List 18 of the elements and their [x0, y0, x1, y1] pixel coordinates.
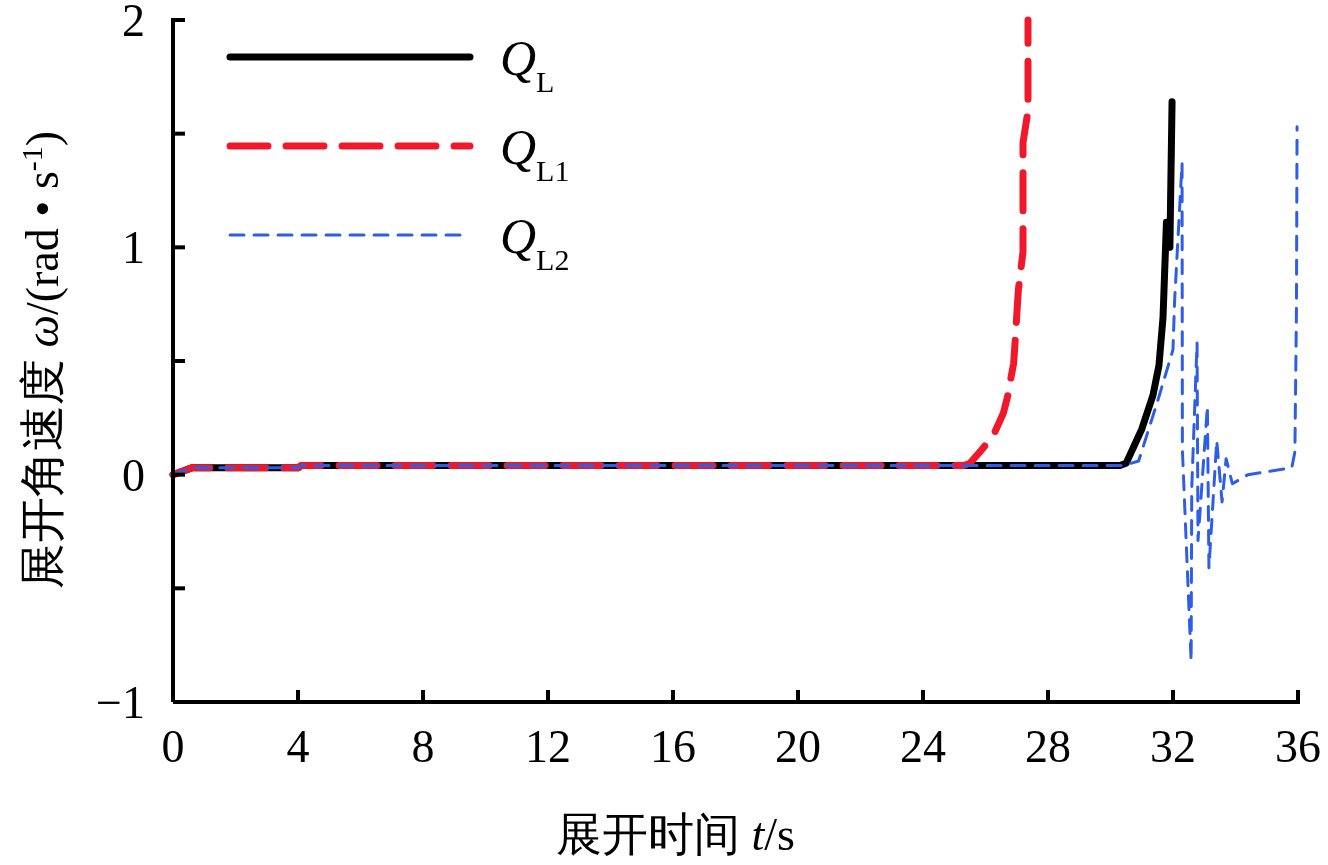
y-tick-label: −1 [96, 677, 145, 728]
x-tick-label: 24 [900, 721, 946, 772]
x-tick-label: 36 [1275, 721, 1321, 772]
x-tick-label: 16 [650, 721, 696, 772]
legend-label: Q$_{L2}$ [500, 208, 570, 276]
x-tick-label: 20 [775, 721, 821, 772]
x-tick-label: 4 [286, 721, 310, 772]
y-tick-label: 2 [122, 0, 145, 46]
x-tick-label: 28 [1025, 721, 1071, 772]
x-tick-label: 0 [161, 721, 185, 772]
x-tick-label: 8 [411, 721, 435, 772]
x-tick-label: 32 [1150, 721, 1196, 772]
legend-label: Q$_{L1}$ [500, 119, 570, 187]
y-tick-label: 0 [122, 449, 145, 501]
x-axis-title: 展开时间 t/s [556, 809, 795, 860]
x-tick-label: 12 [525, 721, 571, 772]
y-tick-label: 1 [122, 222, 145, 274]
legend-label: Q$_{L}$ [500, 30, 555, 98]
